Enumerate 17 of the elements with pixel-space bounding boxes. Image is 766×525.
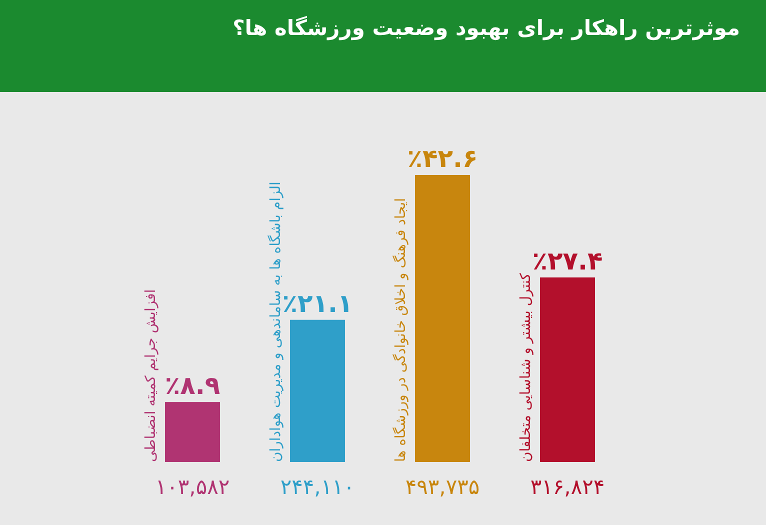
x-tick-label: ایجاد فرهنگ و اخلاق خانوادگی در ورزشگاه ها: [392, 198, 409, 462]
text: ۲۴۴,۱۱۰: [280, 475, 355, 499]
x-tick-label: کنترل بیشتر و شناسایی متخلفان: [518, 272, 534, 462]
x-tick-label: الزام باشگاه ها به ساماندهی و مدیریت هواداران: [267, 182, 284, 462]
data-label: ٪۴۲.۶: [407, 144, 478, 173]
data-label: ٪۲۷.۴: [532, 246, 603, 276]
chart-title: موثرترین راهکار برای بهبود وضعیت ورزشگاه ها؟: [232, 15, 740, 41]
data-label: ٪۲۱.۱: [282, 288, 353, 318]
bar: [290, 320, 345, 462]
text: ۴۹۳,۷۳۵: [405, 475, 480, 499]
bar: [165, 402, 220, 462]
text: ۳۱۶,۸۲۴: [530, 475, 605, 499]
text: ۱۰۳,۵۸۲: [155, 475, 230, 499]
bar: [415, 175, 470, 462]
data-label: ٪۸.۹: [164, 371, 220, 400]
x-tick-label: افزایش جرایم کمیته انضباطی: [143, 289, 159, 462]
bar: [540, 277, 595, 462]
